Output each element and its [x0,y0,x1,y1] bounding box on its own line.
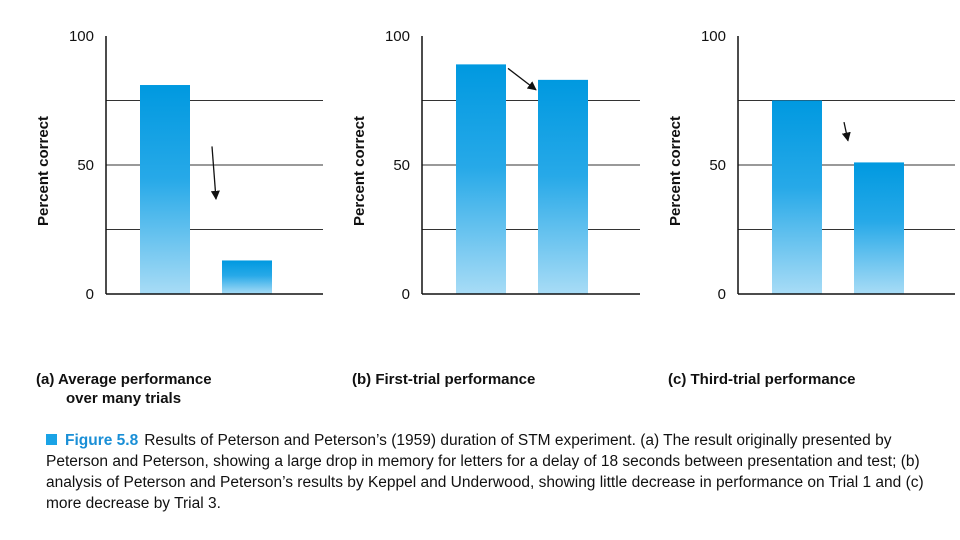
charts-canvas: 318050100DelayPercent correct318050100De… [35,28,955,300]
bar-b-18 [538,79,588,294]
y-tick-a-100: 100 [69,28,94,45]
y-axis-title-a: Percent correct [35,116,52,226]
y-tick-a-50: 50 [77,157,94,174]
panel-caption-a-line2: over many trials [66,390,182,407]
panel-caption-b-line1: (b) First-trial performance [352,371,536,388]
y-tick-b-100: 100 [385,28,410,45]
figure-label: Figure 5.8 [65,432,139,449]
y-axis-title-b: Percent correct [351,116,368,226]
panel-caption-a: (a) Average performance over many trials [36,370,212,408]
panel-caption-a-line1: (a) Average performance [36,371,212,388]
panel-caption-c: (c) Third-trial performance [668,370,856,389]
bar-c-18 [854,162,904,294]
trend-arrow-a [210,146,220,200]
bar-a-18 [222,260,272,294]
panel-caption-b: (b) First-trial performance [352,370,535,389]
bar-a-3 [140,85,190,295]
y-axis-title-c: Percent correct [667,116,684,226]
y-tick-a-0: 0 [86,286,94,300]
y-tick-c-100: 100 [701,28,726,45]
y-tick-c-50: 50 [709,157,726,174]
caption-marker-icon [46,434,57,445]
figure-caption-text: Results of Peterson and Peterson’s (1959… [46,432,924,512]
y-tick-c-0: 0 [718,286,726,300]
y-tick-b-0: 0 [402,286,410,300]
y-tick-b-50: 50 [393,157,410,174]
bar-c-3 [772,100,822,294]
figure-caption: Figure 5.8 Results of Peterson and Peters… [46,430,926,514]
bar-b-3 [456,64,506,294]
trend-arrow-c [841,122,851,142]
trend-arrow-b [507,67,537,91]
panel-caption-c-line1: (c) Third-trial performance [668,371,856,388]
